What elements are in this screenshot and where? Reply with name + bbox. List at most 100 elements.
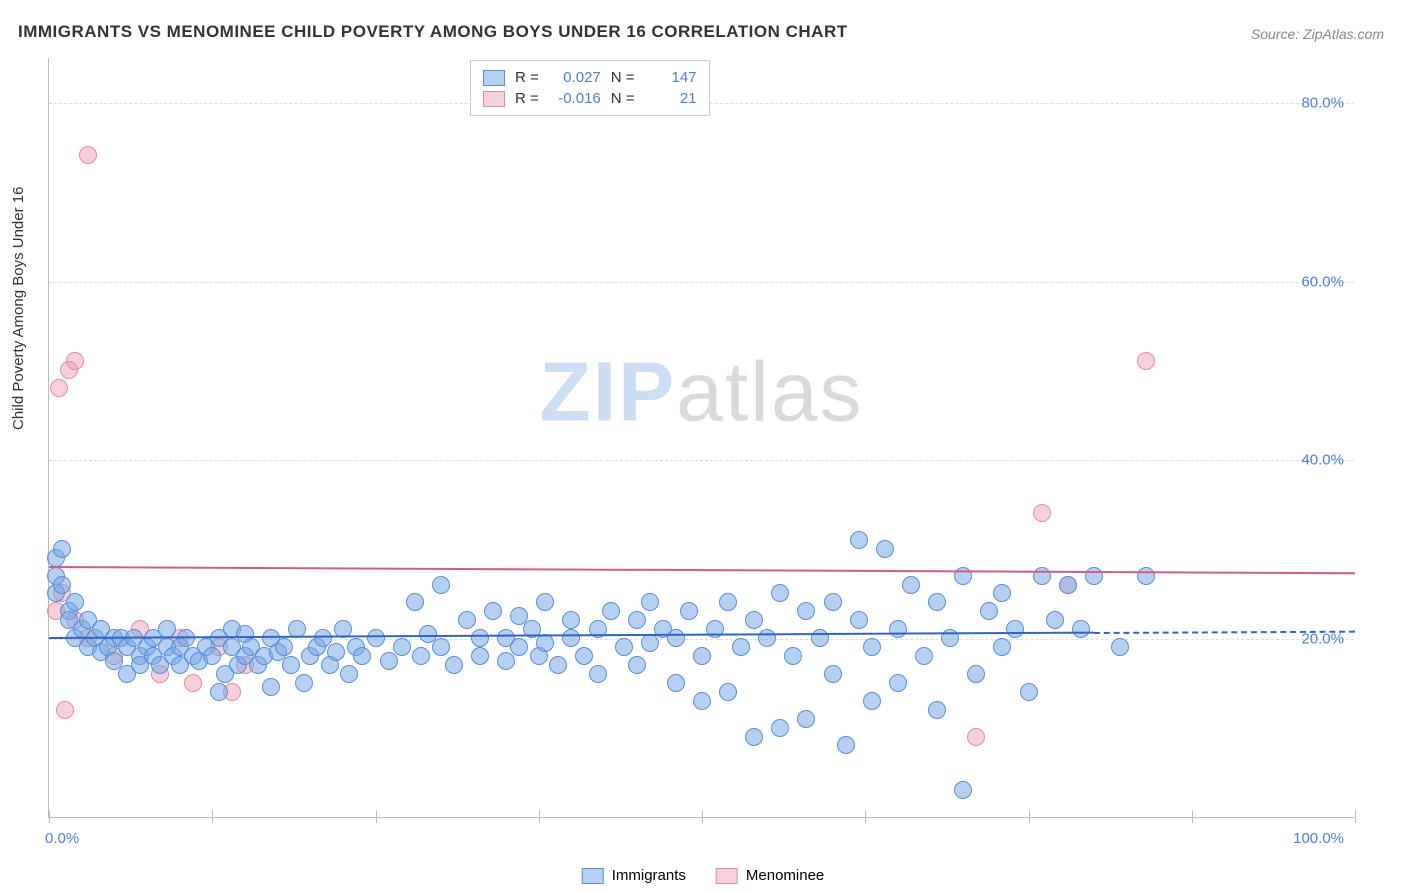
watermark-zip: ZIP (539, 344, 676, 438)
trendline-menominee (49, 566, 1355, 574)
scatter-point-immigrants (889, 620, 907, 638)
scatter-point-immigrants (732, 638, 750, 656)
legend-swatch-menominee-icon (716, 868, 738, 884)
scatter-point-immigrants (445, 656, 463, 674)
scatter-point-immigrants (562, 629, 580, 647)
legend-r-label: R = (515, 69, 539, 86)
watermark-atlas: atlas (676, 344, 863, 438)
scatter-point-immigrants (458, 611, 476, 629)
legend-r-value-immigrants: 0.027 (549, 69, 601, 86)
scatter-point-immigrants (53, 540, 71, 558)
scatter-point-immigrants (575, 647, 593, 665)
x-tick (49, 811, 50, 823)
gridline (49, 460, 1354, 461)
scatter-point-immigrants (967, 665, 985, 683)
scatter-point-immigrants (628, 656, 646, 674)
scatter-point-immigrants (497, 652, 515, 670)
scatter-point-immigrants (863, 638, 881, 656)
legend-item-immigrants: Immigrants (582, 867, 686, 884)
chart-title: IMMIGRANTS VS MENOMINEE CHILD POVERTY AM… (18, 22, 848, 42)
scatter-point-immigrants (628, 611, 646, 629)
scatter-point-immigrants (589, 665, 607, 683)
scatter-point-immigrants (1137, 567, 1155, 585)
correlation-legend: R = 0.027 N = 147 R = -0.016 N = 21 (470, 60, 710, 116)
scatter-point-menominee (1137, 352, 1155, 370)
scatter-point-immigrants (993, 584, 1011, 602)
source-label: Source: ZipAtlas.com (1251, 26, 1384, 42)
legend-swatch-immigrants (483, 70, 505, 86)
scatter-point-immigrants (412, 647, 430, 665)
y-tick-label: 60.0% (1301, 273, 1344, 290)
x-tick (1192, 811, 1193, 823)
scatter-point-immigrants (1059, 576, 1077, 594)
x-tick (1029, 811, 1030, 823)
x-tick (212, 811, 213, 823)
scatter-point-menominee (56, 701, 74, 719)
scatter-point-immigrants (745, 611, 763, 629)
scatter-point-immigrants (327, 643, 345, 661)
scatter-point-immigrants (471, 647, 489, 665)
scatter-point-immigrants (406, 593, 424, 611)
scatter-point-immigrants (641, 593, 659, 611)
legend-n-value-menominee: 21 (645, 90, 697, 107)
scatter-point-immigrants (602, 602, 620, 620)
scatter-point-immigrants (850, 611, 868, 629)
scatter-point-immigrants (484, 602, 502, 620)
scatter-point-immigrants (1085, 567, 1103, 585)
y-axis-title: Child Poverty Among Boys Under 16 (10, 187, 27, 430)
scatter-point-immigrants (680, 602, 698, 620)
scatter-point-immigrants (811, 629, 829, 647)
scatter-point-immigrants (380, 652, 398, 670)
scatter-point-immigrants (295, 674, 313, 692)
x-tick (865, 811, 866, 823)
scatter-point-immigrants (719, 593, 737, 611)
gridline (49, 282, 1354, 283)
x-tick (702, 811, 703, 823)
scatter-point-immigrants (993, 638, 1011, 656)
scatter-point-immigrants (549, 656, 567, 674)
scatter-point-immigrants (667, 674, 685, 692)
scatter-point-immigrants (353, 647, 371, 665)
scatter-point-immigrants (1046, 611, 1064, 629)
x-tick (376, 811, 377, 823)
scatter-point-immigrants (275, 638, 293, 656)
scatter-point-immigrants (784, 647, 802, 665)
scatter-point-immigrants (693, 692, 711, 710)
scatter-point-immigrants (471, 629, 489, 647)
scatter-point-immigrants (282, 656, 300, 674)
legend-row-immigrants: R = 0.027 N = 147 (483, 67, 697, 88)
scatter-point-immigrants (850, 531, 868, 549)
x-tick (1355, 811, 1356, 823)
scatter-point-immigrants (393, 638, 411, 656)
x-label-min: 0.0% (45, 830, 79, 847)
scatter-point-immigrants (915, 647, 933, 665)
scatter-point-immigrants (615, 638, 633, 656)
scatter-point-menominee (79, 146, 97, 164)
scatter-point-immigrants (203, 647, 221, 665)
y-tick-label: 20.0% (1301, 631, 1344, 648)
legend-swatch-immigrants-icon (582, 868, 604, 884)
scatter-point-immigrants (745, 728, 763, 746)
legend-n-label: N = (611, 69, 635, 86)
scatter-point-menominee (66, 352, 84, 370)
legend-item-menominee: Menominee (716, 867, 824, 884)
scatter-point-menominee (967, 728, 985, 746)
scatter-point-immigrants (262, 678, 280, 696)
scatter-point-immigrants (863, 692, 881, 710)
scatter-point-immigrants (536, 593, 554, 611)
x-tick (539, 811, 540, 823)
scatter-point-immigrants (889, 674, 907, 692)
scatter-point-immigrants (954, 781, 972, 799)
scatter-point-immigrants (954, 567, 972, 585)
watermark: ZIPatlas (539, 343, 863, 440)
scatter-point-immigrants (902, 576, 920, 594)
scatter-point-immigrants (928, 593, 946, 611)
plot-area: ZIPatlas 20.0%40.0%60.0%80.0%0.0%100.0% (48, 58, 1354, 818)
scatter-point-immigrants (432, 638, 450, 656)
scatter-point-immigrants (693, 647, 711, 665)
scatter-point-immigrants (824, 665, 842, 683)
scatter-point-immigrants (797, 602, 815, 620)
legend-swatch-menominee (483, 91, 505, 107)
scatter-point-menominee (1033, 504, 1051, 522)
scatter-point-immigrants (1072, 620, 1090, 638)
